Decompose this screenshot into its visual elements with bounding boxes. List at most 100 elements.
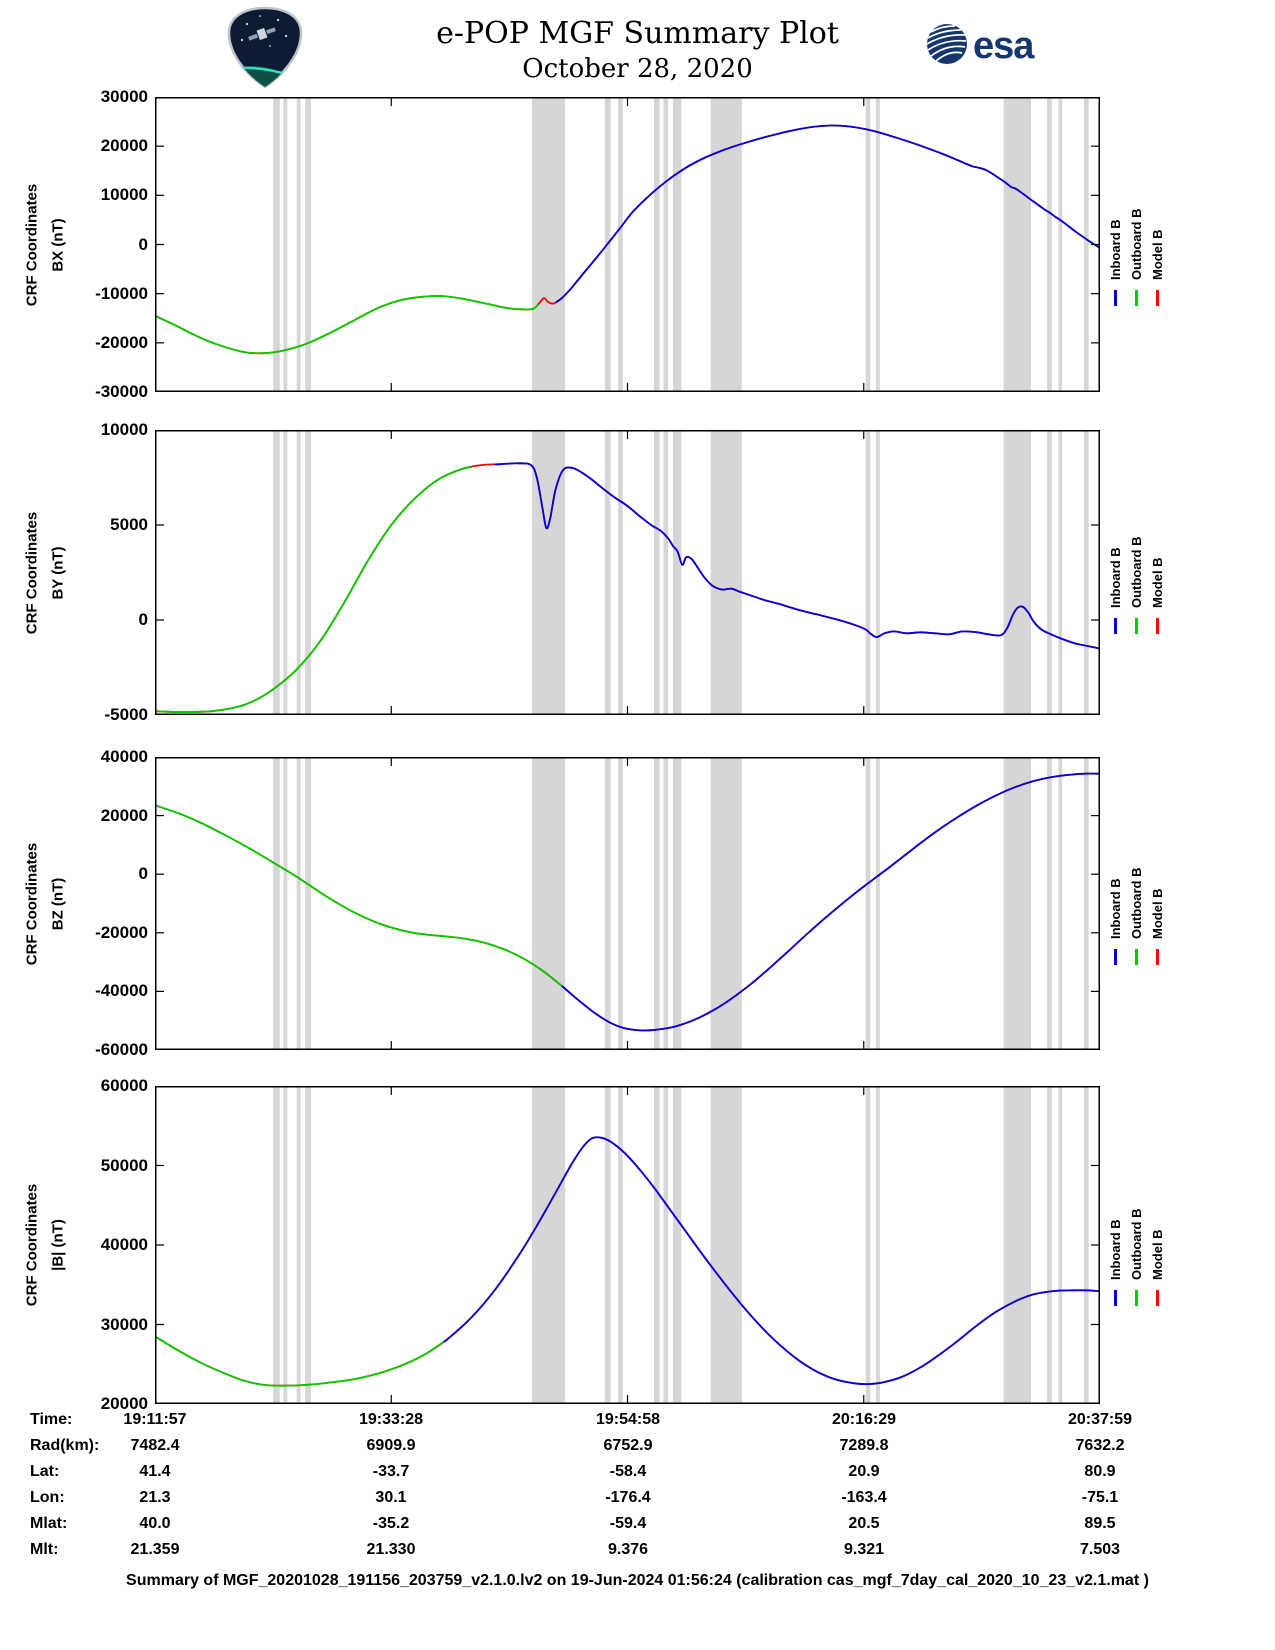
legend-line-sample (1135, 617, 1138, 634)
table-cell: 6909.9 (366, 1437, 416, 1454)
series-outboard-b-line (155, 1335, 445, 1387)
data-gap-band (296, 430, 301, 715)
data-gap-band (672, 1086, 682, 1404)
data-gap-band (653, 97, 660, 392)
table-row-time: Time: 19:11:57 19:33:28 19:54:58 20:16:2… (0, 1411, 1275, 1436)
data-gap-band (653, 757, 660, 1050)
data-gap-band (865, 430, 871, 715)
summary-footnote: Summary of MGF_20201028_191156_203759_v2… (126, 1572, 1149, 1589)
data-gap-band (604, 1086, 611, 1404)
row-label: Lat: (30, 1463, 60, 1480)
data-gap-band (1047, 430, 1052, 715)
data-gap-band (710, 1086, 742, 1404)
data-gap-band (1003, 430, 1032, 715)
legend-item-inboard-b: Inboard B (1107, 512, 1124, 634)
data-gap-band (296, 97, 301, 392)
data-gap-band (663, 757, 669, 1050)
panel-by-plot (155, 430, 1100, 715)
table-cell: -35.2 (372, 1515, 410, 1532)
table-cell: -59.4 (609, 1515, 647, 1532)
data-gap-band (653, 430, 660, 715)
data-gap-band (1058, 1086, 1063, 1404)
data-gap-band (1047, 757, 1052, 1050)
row-label: Mlat: (30, 1515, 68, 1532)
y-tick-label: 5000 (110, 515, 148, 534)
data-gap-band (1047, 1086, 1052, 1404)
legend-line-sample (1156, 289, 1159, 306)
y-tick-label: 0 (138, 234, 148, 254)
data-gap-band (663, 430, 669, 715)
legend-label: Outboard B (1129, 867, 1144, 939)
y-tick-label: 20000 (100, 136, 148, 156)
data-gap-band (296, 1086, 301, 1404)
legend-label: Outboard B (1129, 536, 1144, 608)
data-gap-band (305, 97, 311, 392)
series-outboard-b-line (155, 466, 473, 713)
esa-globe-stripes (926, 25, 967, 62)
data-gap-band (273, 430, 280, 715)
data-gap-band (305, 430, 311, 715)
y-tick-label: -20000 (95, 332, 148, 352)
data-gap-band (618, 757, 623, 1050)
table-cell: -58.4 (609, 1463, 647, 1480)
legend-item-inboard-b: Inboard B (1107, 1184, 1124, 1306)
y-tick-label: 40000 (100, 1235, 148, 1254)
table-row-rad: Rad(km): 7482.4 6909.9 6752.9 7289.8 763… (0, 1437, 1275, 1462)
plot-frame (155, 1086, 1100, 1404)
data-gap-band (876, 757, 880, 1050)
legend-label: Inboard B (1108, 546, 1123, 608)
table-row-mlt: Mlt: 21.359 21.330 9.376 9.321 7.503 (0, 1541, 1275, 1566)
y-tick-label: 60000 (100, 1076, 148, 1095)
data-gap-band (283, 97, 288, 392)
table-cell: 9.321 (843, 1541, 885, 1558)
legend-label: Inboard B (1108, 1219, 1123, 1280)
table-cell: 41.4 (139, 1463, 171, 1480)
data-gap-band (876, 1086, 880, 1404)
table-cell: 21.330 (366, 1541, 416, 1558)
y-axis-label: |B| (nT) (49, 1219, 67, 1271)
data-gap-band (1058, 97, 1063, 392)
data-gap-band (1003, 1086, 1032, 1404)
table-cell: 20.9 (848, 1463, 880, 1480)
legend-label: Model B (1150, 1229, 1165, 1280)
data-gap-band (532, 1086, 566, 1404)
y-tick-label: -5000 (104, 705, 148, 724)
legend-item-model-b: Model B (1149, 512, 1166, 634)
legend-line-sample (1156, 617, 1159, 634)
data-gap-band (618, 97, 623, 392)
data-gap-band (710, 757, 742, 1050)
y-tick-label: 20000 (100, 1394, 148, 1413)
table-cell: 7289.8 (839, 1437, 889, 1454)
legend-line-sample (1135, 1290, 1138, 1306)
legend-label: Model B (1150, 887, 1165, 939)
row-label: Lon: (30, 1489, 65, 1506)
data-gap-band (305, 1086, 311, 1404)
legend: Inboard B Outboard B Model B (1107, 512, 1166, 634)
legend-label: Inboard B (1108, 218, 1123, 280)
table-cell: 7632.2 (1075, 1437, 1125, 1454)
legend-label: Inboard B (1108, 877, 1123, 939)
legend-label: Outboard B (1129, 208, 1144, 280)
data-gap-band (618, 430, 623, 715)
table-cell: 20:16:29 (831, 1411, 897, 1428)
y-tick-label: 10000 (100, 420, 148, 439)
y-tick-label: 30000 (100, 1314, 148, 1334)
y-axis-label: CRF Coordinates (23, 842, 41, 965)
plot-frame (155, 757, 1100, 1050)
table-cell: 21.359 (130, 1541, 180, 1558)
data-gap-band (1083, 97, 1089, 392)
table-cell: 20.5 (848, 1515, 880, 1532)
legend-line-sample (1135, 948, 1138, 965)
table-cell: 20:37:59 (1067, 1411, 1133, 1428)
legend-item-outboard-b: Outboard B (1128, 843, 1145, 965)
y-tick-label: -30000 (95, 382, 148, 401)
table-cell: 40.0 (139, 1515, 171, 1532)
table-cell: -176.4 (605, 1489, 651, 1506)
row-label: Rad(km): (30, 1437, 100, 1454)
page-title: e-POP MGF Summary Plot (436, 16, 839, 51)
data-gap-band (604, 757, 611, 1050)
data-gap-band (710, 97, 742, 392)
data-gap-band (1003, 97, 1032, 392)
